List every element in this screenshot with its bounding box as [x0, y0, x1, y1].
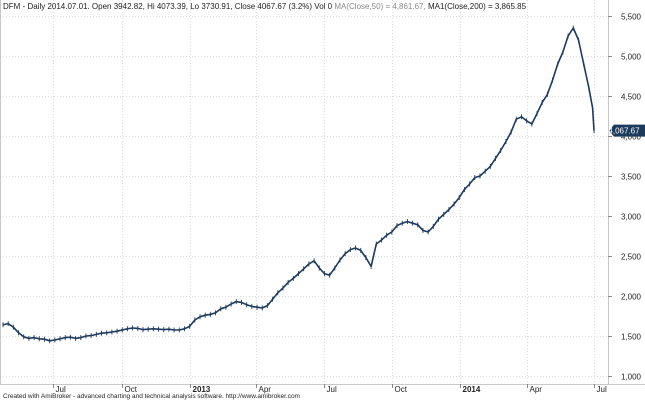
x-tick-label: Jul: [56, 385, 66, 394]
x-tick-label: Oct: [395, 385, 408, 394]
grid-lines: [0, 0, 608, 384]
y-tick-label: 5,000: [621, 53, 642, 62]
last-value-badge: [609, 124, 645, 137]
y-tick-label: 1,000: [621, 373, 642, 382]
ma200-readout: MA1(Close,200) = 3,865.85: [427, 2, 527, 11]
y-tick-label: 3,000: [621, 213, 642, 222]
x-tick-label: Jul: [597, 385, 607, 394]
y-tick-label: 2,500: [621, 253, 642, 262]
x-tick-label: Jul: [327, 385, 337, 394]
ma50-readout: MA(Close,50) = 4,861.67,: [334, 2, 426, 11]
x-axis-ticks: Jul Oct 2013 Apr Jul Oct 2014 Apr Jul: [53, 384, 607, 394]
footer-credit: Created with AmiBroker - advanced charti…: [3, 393, 300, 400]
last-value-marker: 4,067.67: [608, 124, 645, 137]
x-tick-label: Apr: [259, 385, 272, 394]
x-tick-label: Apr: [530, 385, 543, 394]
x-tick-label: 2014: [463, 385, 481, 394]
ohlc-readout: DFM - Daily 2014.07.01. Open 3942.82, Hi…: [3, 2, 333, 11]
last-value-label: 4,067.67: [608, 127, 640, 136]
y-tick-label: 2,000: [621, 293, 642, 302]
y-tick-label: 3,500: [621, 173, 642, 182]
series-layer: [2, 25, 595, 344]
y-axis-ticks: 1,000 1,500 2,000 2,500 3,000 3,500 4,000 4,500…: [608, 13, 642, 382]
y-tick-label: 1,500: [621, 333, 642, 342]
series-line-dfm: [2, 27, 595, 342]
x-tick-label: Oct: [125, 385, 138, 394]
y-tick-label: 4,000: [621, 133, 642, 142]
chart-header: DFM - Daily 2014.07.01. Open 3942.82, Hi…: [3, 2, 526, 11]
y-tick-label: 5,500: [621, 13, 642, 22]
x-tick-label: 2013: [193, 385, 211, 394]
y-tick-label: 4,500: [621, 93, 642, 102]
